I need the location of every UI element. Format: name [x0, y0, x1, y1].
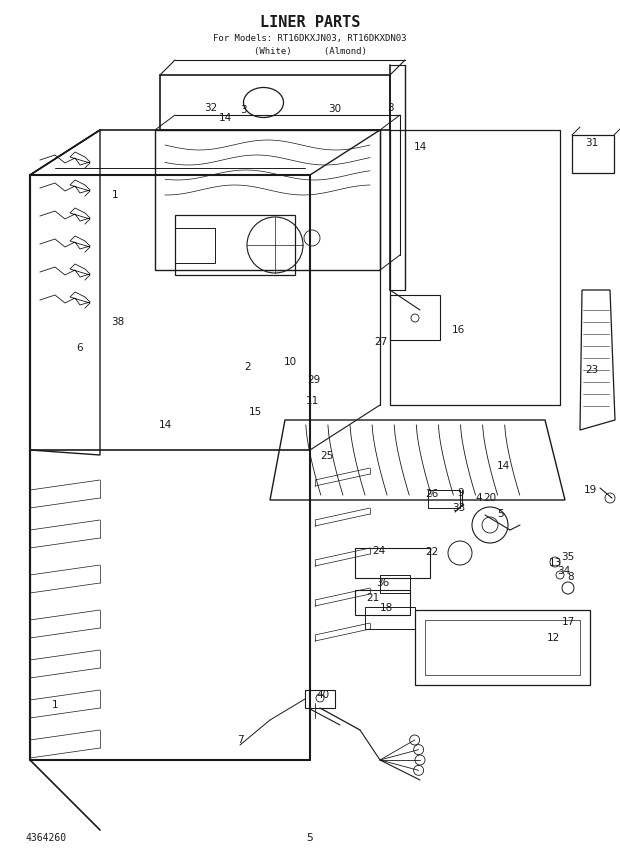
Text: 9: 9 — [458, 488, 464, 498]
Text: 29: 29 — [308, 375, 321, 385]
Text: 21: 21 — [366, 593, 379, 603]
Text: 25: 25 — [321, 451, 334, 461]
Text: 4364260: 4364260 — [25, 833, 66, 843]
Text: 35: 35 — [561, 552, 575, 562]
Text: 7: 7 — [237, 735, 243, 745]
Bar — [390, 295, 440, 340]
Bar — [355, 590, 410, 615]
Text: 4: 4 — [476, 493, 482, 503]
Bar — [380, 575, 410, 593]
Bar — [428, 490, 460, 508]
Text: 14: 14 — [158, 420, 172, 430]
Text: 27: 27 — [374, 337, 388, 347]
Text: 33: 33 — [453, 503, 466, 513]
Text: 16: 16 — [451, 325, 464, 335]
Text: 32: 32 — [205, 103, 218, 113]
Text: 3: 3 — [387, 103, 393, 113]
Text: 14: 14 — [497, 461, 510, 471]
Bar — [355, 548, 430, 578]
Bar — [155, 130, 380, 270]
Text: 2: 2 — [245, 362, 251, 372]
Text: 19: 19 — [583, 485, 596, 495]
Text: 15: 15 — [249, 407, 262, 417]
Text: 12: 12 — [546, 633, 560, 643]
Text: 18: 18 — [379, 603, 392, 613]
Bar — [365, 607, 415, 629]
Text: (White)      (Almond): (White) (Almond) — [254, 46, 366, 56]
Text: 14: 14 — [414, 142, 427, 152]
Text: 23: 23 — [585, 365, 599, 375]
Text: 5: 5 — [307, 833, 313, 843]
Text: 38: 38 — [112, 317, 125, 327]
Bar — [160, 75, 390, 130]
Text: 10: 10 — [283, 357, 296, 367]
Text: 34: 34 — [557, 566, 570, 576]
Text: For Models: RT16DKXJN03, RT16DKXDN03: For Models: RT16DKXJN03, RT16DKXDN03 — [213, 33, 407, 43]
Text: 30: 30 — [329, 104, 342, 114]
Text: 40: 40 — [316, 690, 330, 700]
Text: 36: 36 — [376, 578, 389, 588]
Text: 24: 24 — [373, 546, 386, 556]
Text: 5: 5 — [497, 509, 503, 519]
Text: 26: 26 — [425, 489, 438, 499]
Text: 22: 22 — [425, 547, 438, 557]
Bar — [572, 135, 614, 173]
Text: 31: 31 — [585, 138, 599, 148]
Text: 6: 6 — [77, 343, 83, 353]
Bar — [390, 130, 560, 405]
Text: 1: 1 — [112, 190, 118, 200]
Bar — [175, 228, 215, 263]
Text: 11: 11 — [306, 396, 319, 406]
Text: 8: 8 — [568, 572, 574, 582]
Text: LINER PARTS: LINER PARTS — [260, 15, 360, 29]
Bar — [175, 215, 295, 275]
Bar — [425, 620, 580, 675]
Text: 1: 1 — [51, 700, 58, 710]
Bar — [305, 690, 335, 708]
Text: 20: 20 — [484, 493, 497, 503]
Text: 3: 3 — [240, 105, 246, 115]
Text: 13: 13 — [548, 558, 562, 568]
Text: 14: 14 — [218, 113, 232, 123]
Text: 17: 17 — [561, 617, 575, 627]
